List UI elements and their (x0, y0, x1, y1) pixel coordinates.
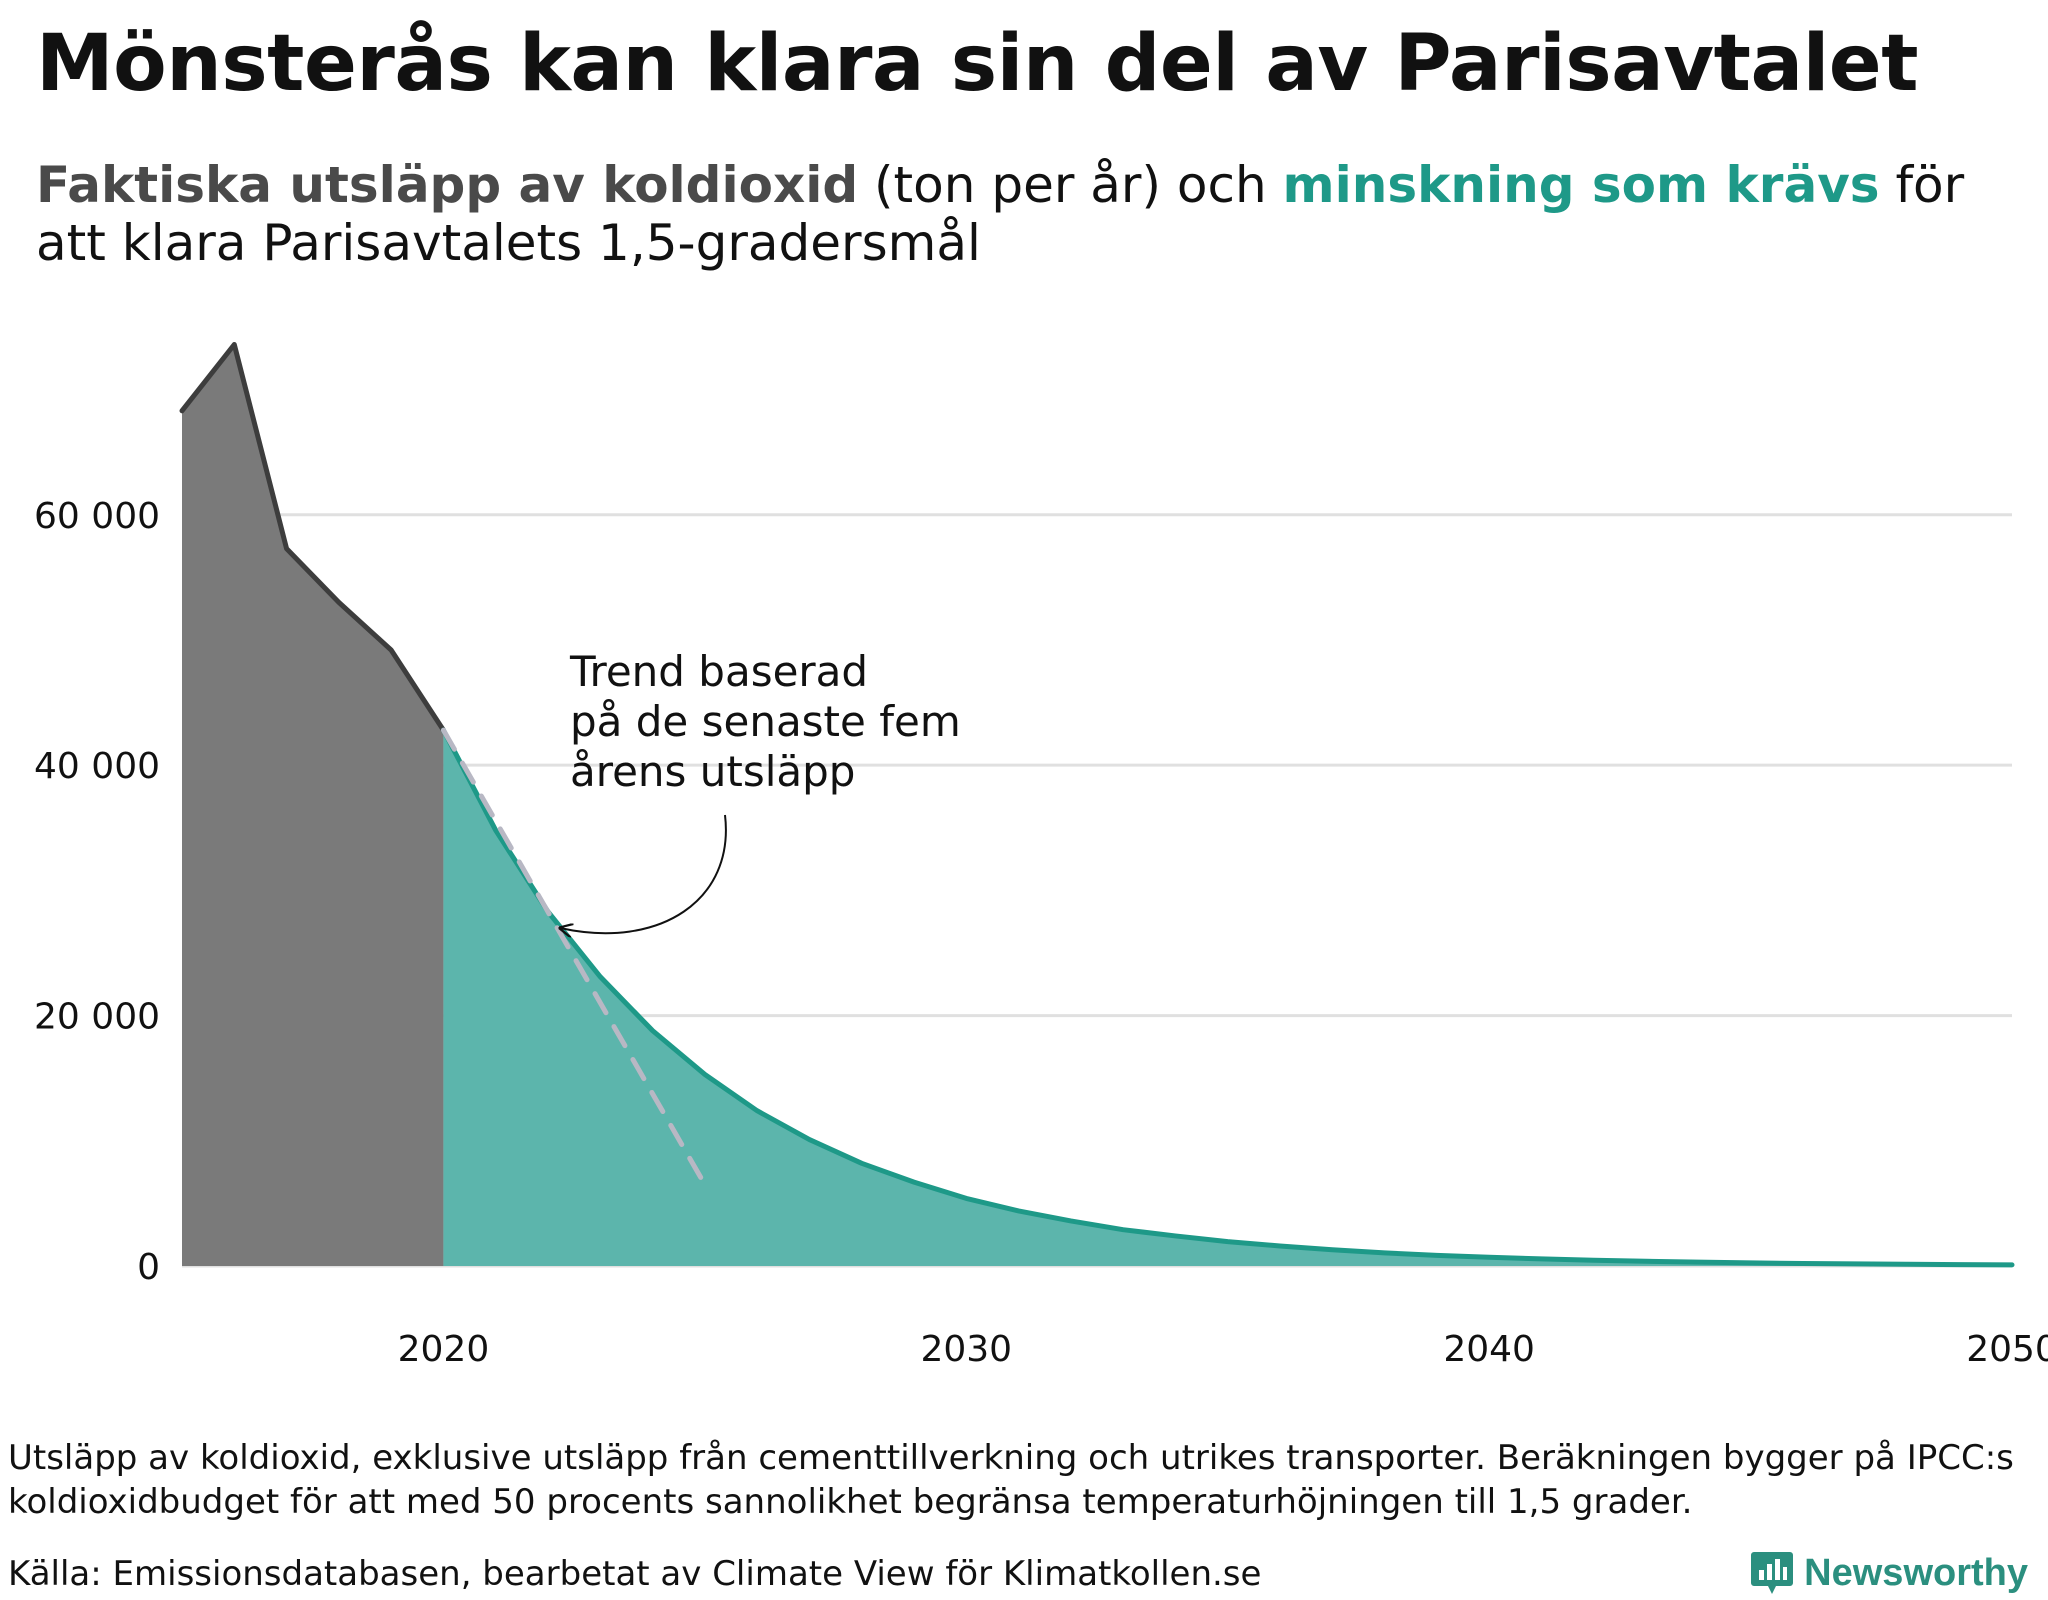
actual-emissions-area (182, 344, 444, 1266)
annotation-arrow (560, 814, 727, 933)
trend-dashed-line (440, 727, 708, 1188)
y-tick-label: 20 000 (34, 997, 160, 1038)
trend-annotation: Trend baserad på de senaste fem årens ut… (560, 647, 961, 933)
series-areas (182, 344, 2012, 1266)
x-tick-label: 2030 (920, 1329, 1012, 1370)
subtitle-unit: (ton per år) och (858, 156, 1283, 214)
chart-title: Mönsterås kan klara sin del av Parisavta… (36, 19, 1919, 109)
annotation-line-3: årens utsläpp (570, 747, 855, 796)
bar-chart-speech-bubble-icon (1751, 1552, 1794, 1594)
emissions-chart: 0 20 000 40 000 60 000 2020 2030 2040 2050 Tre… (34, 341, 2048, 1370)
source-credit: Källa: Emissionsdatabasen, bearbetat av … (8, 1554, 1262, 1594)
y-axis-labels: 0 20 000 40 000 60 000 (34, 496, 160, 1288)
chart-subtitle: Faktiska utsläpp av koldioxid (ton per å… (36, 156, 2016, 272)
y-tick-label: 40 000 (34, 746, 160, 787)
x-tick-label: 2020 (398, 1329, 490, 1370)
annotation-line-2: på de senaste fem (570, 697, 961, 746)
brand-name: Newsworthy (1804, 1551, 2028, 1594)
actual-emissions-line (179, 341, 446, 733)
subtitle-actual-emissions: Faktiska utsläpp av koldioxid (36, 156, 859, 214)
annotation-line-1: Trend baserad (569, 647, 868, 696)
series-lines (179, 341, 2015, 1268)
footnote: Utsläpp av koldioxid, exklusive utsläpp … (8, 1438, 2014, 1522)
required-reduction-line (440, 727, 2015, 1268)
x-axis-labels: 2020 2030 2040 2050 (398, 1329, 2048, 1370)
x-tick-label: 2050 (1966, 1329, 2048, 1370)
y-tick-label: 60 000 (34, 496, 160, 537)
subtitle-goal: för att klara Parisavtalets 1,5-gradersm… (36, 156, 1965, 272)
y-tick-label: 0 (137, 1247, 160, 1288)
x-tick-label: 2040 (1443, 1329, 1535, 1370)
required-reduction-area (443, 730, 2012, 1266)
subtitle-required-reduction: minskning som krävs (1282, 156, 1880, 214)
newsworthy-brand: Newsworthy (1750, 1550, 2028, 1596)
